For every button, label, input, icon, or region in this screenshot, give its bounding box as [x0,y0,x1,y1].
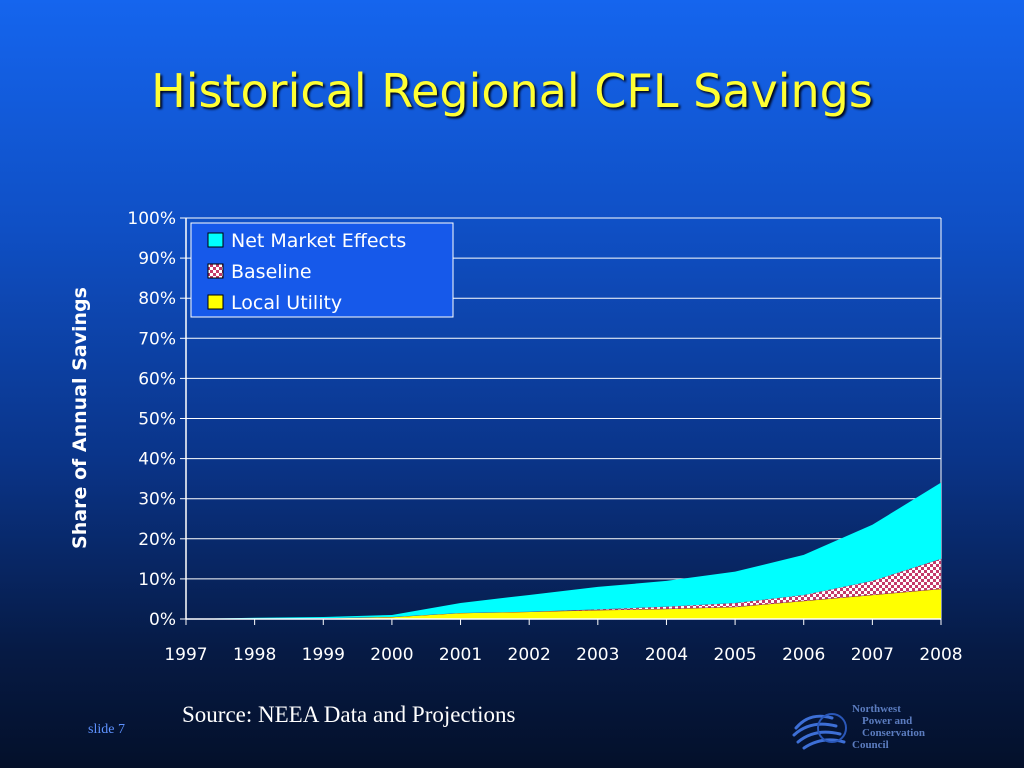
y-tick-label: 70% [138,329,176,349]
logo-line: Power and [862,715,913,727]
logo-line: Northwest [852,703,901,715]
legend-label: Net Market Effects [231,230,406,252]
legend-swatch [207,263,224,279]
x-tick-label: 2008 [919,645,962,665]
legend-label: Baseline [231,261,312,283]
x-tick-label: 2005 [713,645,756,665]
x-tick-label: 2001 [439,645,482,665]
x-tick-label: 2003 [576,645,619,665]
y-tick-label: 0% [149,610,176,630]
x-tick-label: 2002 [508,645,551,665]
legend-swatch [207,232,224,248]
y-tick-label: 90% [138,249,176,269]
y-tick-label: 50% [138,410,176,430]
axes: 0% 10% 20% 30% 40% 50% 60% 70% 80% 90% 100% 1997 199… [127,209,962,665]
y-tick-label: 10% [138,570,176,590]
area-local-utility [186,588,941,619]
area-series [186,482,942,620]
legend-box [190,222,454,318]
legend-label: Local Utility [231,292,342,314]
stacked-area-chart: 0% 10% 20% 30% 40% 50% 60% 70% 80% 90% 100% 1997 199… [69,209,962,665]
legend: Net Market Effects Baseline Local Utility [190,222,454,318]
source-note: Source: NEEA Data and Projections [182,702,516,727]
y-tick-label: 40% [138,450,176,470]
y-tick-label: 80% [138,289,176,309]
logo-text: Northwest Power and Conservation Council [852,703,925,751]
y-tick-label: 30% [138,490,176,510]
x-tick-label: 2000 [370,645,413,665]
slide-title: Historical Regional CFL Savings [151,64,873,118]
x-tick-label: 1999 [302,645,345,665]
x-tick-label: 1997 [164,645,207,665]
legend-swatch [207,294,224,310]
logo-line: Conservation [862,727,925,739]
y-tick-label: 100% [127,209,176,229]
y-tick-label: 60% [138,369,176,389]
waves-emblem-icon [792,713,847,750]
y-tick-label: 20% [138,530,176,550]
x-tick-label: 2006 [782,645,825,665]
x-tick-label: 2004 [645,645,688,665]
y-axis-label: Share of Annual Savings [69,287,91,549]
x-tick-label: 2007 [851,645,894,665]
slide-number: slide 7 [88,722,125,737]
x-tick-label: 1998 [233,645,276,665]
area-net-market-effects [186,482,941,619]
logo-line: Council [852,739,889,751]
